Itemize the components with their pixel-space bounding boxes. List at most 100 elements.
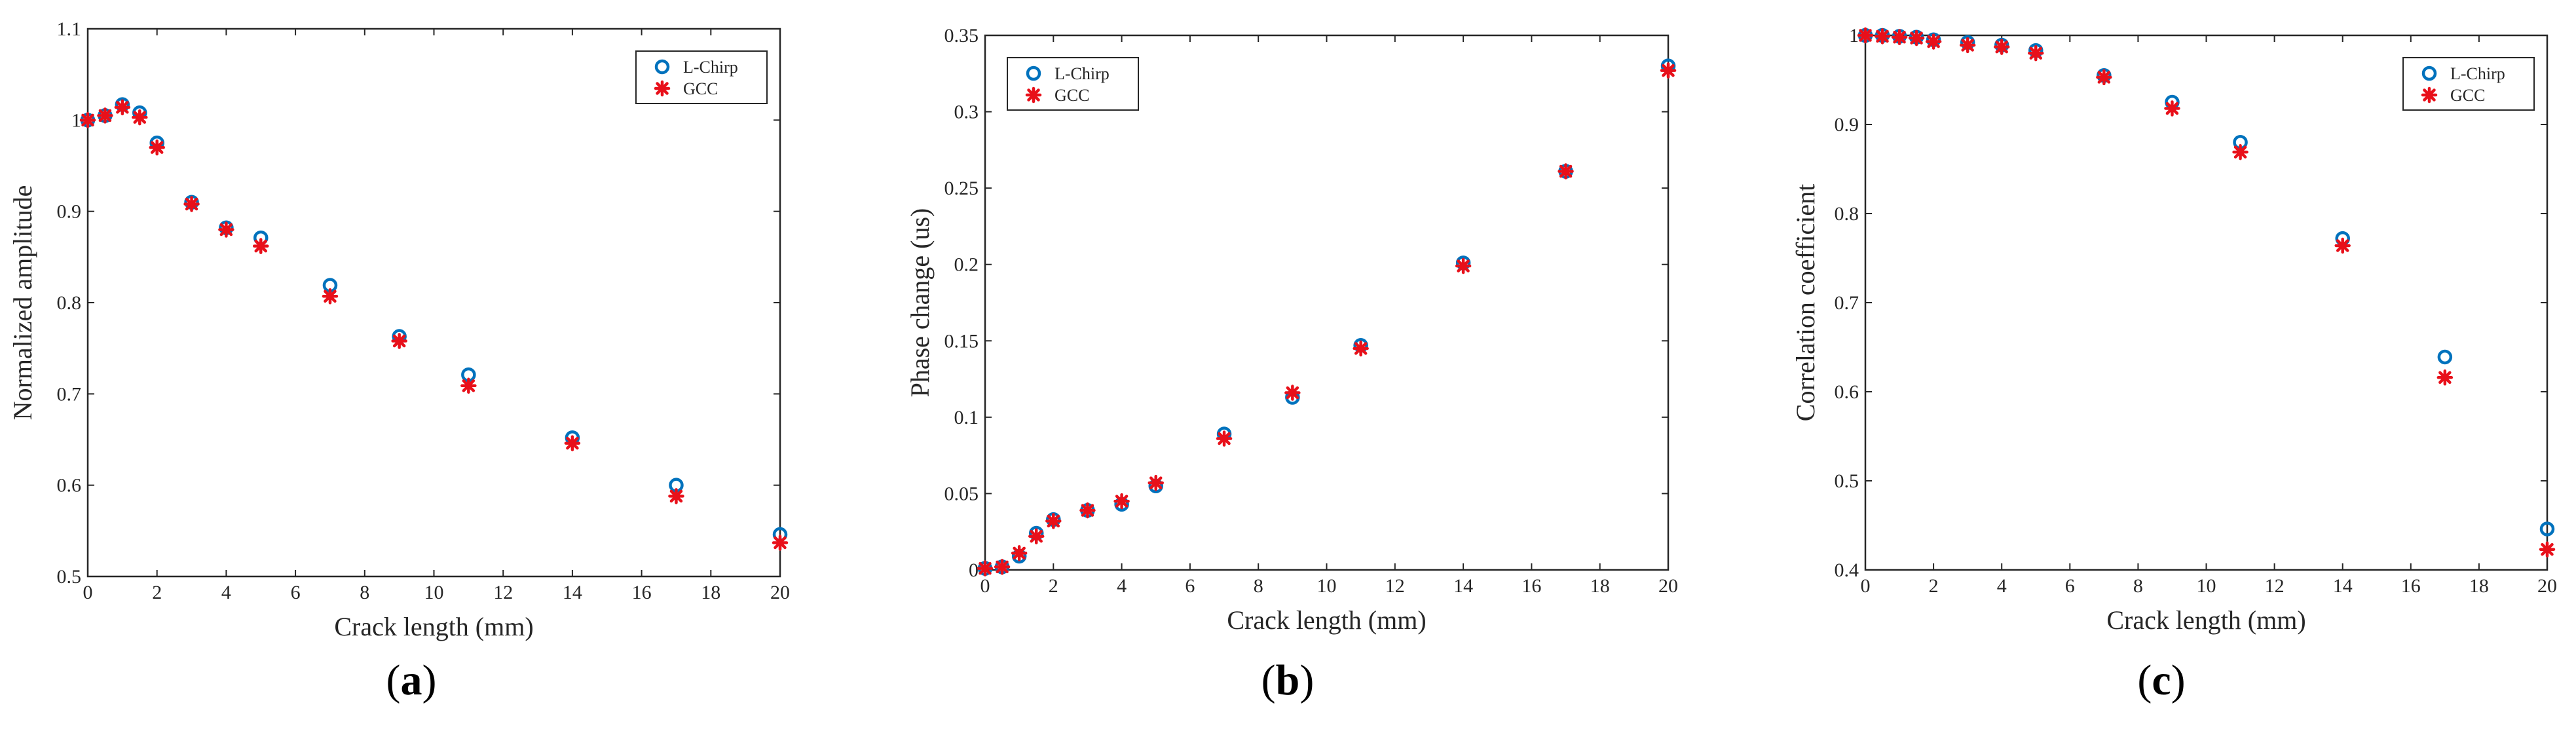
x-tick-label: 4 <box>221 582 231 603</box>
data-point-gcc <box>1011 545 1028 561</box>
data-point-gcc <box>2334 237 2351 254</box>
x-tick-label: 6 <box>2065 575 2075 597</box>
legend-marker-gcc <box>1025 86 1042 104</box>
series-gcc <box>1857 27 2556 557</box>
data-point-gcc <box>322 288 339 305</box>
y-tick-label: 0.05 <box>944 483 979 504</box>
data-point-gcc <box>1908 29 1925 47</box>
data-point-gcc <box>2232 143 2249 160</box>
data-point-gcc <box>1874 28 1891 45</box>
legend-box <box>1007 57 1139 111</box>
panel-label-c: (c) <box>2137 656 2185 704</box>
x-tick-label: 0 <box>980 575 990 597</box>
x-tick-label: 12 <box>1385 575 1405 597</box>
series-gcc <box>977 62 1677 576</box>
x-tick-label: 14 <box>2333 575 2353 597</box>
x-tick-label: 8 <box>360 582 369 603</box>
legend: L-Chirp GCC <box>1007 57 1139 111</box>
data-point-gcc <box>1353 340 1369 357</box>
x-tick-label: 6 <box>291 582 301 603</box>
x-tick-label: 8 <box>1254 575 1263 597</box>
x-tick-label: 12 <box>493 582 513 603</box>
y-tick-label: 0.8 <box>1835 203 1859 225</box>
panel-label-a: (a) <box>386 656 437 704</box>
y-tick-label: 0.5 <box>57 566 82 588</box>
x-tick-label: 16 <box>2401 575 2421 597</box>
y-tick-label: 1 <box>71 109 81 131</box>
data-point-gcc <box>1857 27 1874 44</box>
x-axis-label: Crack length (mm) <box>334 612 533 641</box>
y-tick-label: 0.4 <box>1835 559 1859 581</box>
x-tick-label: 18 <box>701 582 720 603</box>
x-tick-label: 0 <box>1861 575 1871 597</box>
data-point-l-chirp <box>2437 349 2453 365</box>
data-point-gcc <box>1558 163 1574 179</box>
y-tick-label: 0.7 <box>57 383 82 405</box>
data-point-gcc <box>1284 385 1301 401</box>
data-point-gcc <box>2539 541 2556 557</box>
panel-label-b: (b) <box>1261 656 1315 704</box>
data-point-gcc <box>218 221 234 238</box>
x-tick-label: 16 <box>632 582 652 603</box>
data-point-gcc <box>391 333 407 349</box>
y-axis-label: Phase change (us) <box>905 208 935 398</box>
legend-label-l-chirp: L-Chirp <box>683 58 738 77</box>
legend-label-l-chirp: L-Chirp <box>2450 64 2505 83</box>
x-tick-label: 14 <box>563 582 582 603</box>
legend: L-Chirp GCC <box>2402 57 2535 111</box>
y-tick-label: 0.6 <box>1835 381 1859 403</box>
data-point-gcc <box>183 196 200 212</box>
legend-label-gcc: GCC <box>2450 86 2485 105</box>
legend-label-l-chirp: L-Chirp <box>1055 64 1110 83</box>
legend-marker-l-chirp <box>1026 66 1041 81</box>
data-point-gcc <box>253 238 269 254</box>
x-axis-label: Crack length (mm) <box>1227 605 1426 635</box>
y-tick-label: 0 <box>969 559 979 581</box>
data-point-gcc <box>1113 493 1130 510</box>
data-point-gcc <box>97 107 113 124</box>
y-tick-label: 0.6 <box>57 475 82 497</box>
data-point-gcc <box>1959 37 1976 54</box>
y-tick-label: 1 <box>1849 25 1859 47</box>
data-point-gcc <box>1148 474 1164 491</box>
y-tick-label: 0.7 <box>1835 292 1859 314</box>
y-tick-label: 0.25 <box>944 178 979 199</box>
plot-frame <box>86 28 781 578</box>
x-tick-label: 14 <box>1453 575 1473 597</box>
data-point-gcc <box>1993 39 2010 55</box>
data-point-gcc <box>149 139 165 156</box>
x-tick-label: 10 <box>1317 575 1337 597</box>
x-tick-label: 0 <box>83 582 93 603</box>
data-point-gcc <box>1079 502 1096 519</box>
data-point-gcc <box>1455 257 1472 274</box>
data-point-gcc <box>2164 100 2180 117</box>
x-axis-label: Crack length (mm) <box>2106 605 2305 635</box>
y-tick-label: 0.15 <box>944 330 979 352</box>
data-point-gcc <box>2028 45 2044 62</box>
x-tick-label: 10 <box>424 582 444 603</box>
y-tick-label: 0.5 <box>1835 470 1859 492</box>
x-tick-label: 18 <box>1590 575 1610 597</box>
x-tick-label: 2 <box>152 582 162 603</box>
x-tick-label: 18 <box>2469 575 2489 597</box>
data-point-gcc <box>2436 369 2454 386</box>
y-tick-label: 0.35 <box>944 25 979 47</box>
y-tick-label: 0.2 <box>954 254 979 276</box>
legend-label-gcc: GCC <box>1055 86 1089 105</box>
data-point-gcc <box>772 535 789 551</box>
legend-marker-l-chirp <box>654 59 670 75</box>
x-tick-label: 2 <box>1929 575 1939 597</box>
x-tick-label: 4 <box>1997 575 2007 597</box>
series-gcc <box>79 99 789 551</box>
data-point-gcc <box>994 559 1011 575</box>
data-point-gcc <box>1660 62 1677 79</box>
legend-marker-gcc <box>2421 86 2438 104</box>
legend: L-Chirp GCC <box>635 50 768 104</box>
data-point-gcc <box>460 377 477 394</box>
x-tick-label: 8 <box>2133 575 2143 597</box>
plot-frame <box>1864 34 2548 571</box>
y-tick-label: 0.3 <box>954 102 979 123</box>
chart-panel-a: 0 2 4 6 8 10 12 14 16 18 20 0.5 0.6 0.7 0.8 0.9 1 1.1 Crac… <box>8 18 790 704</box>
x-tick-label: 2 <box>1049 575 1058 597</box>
